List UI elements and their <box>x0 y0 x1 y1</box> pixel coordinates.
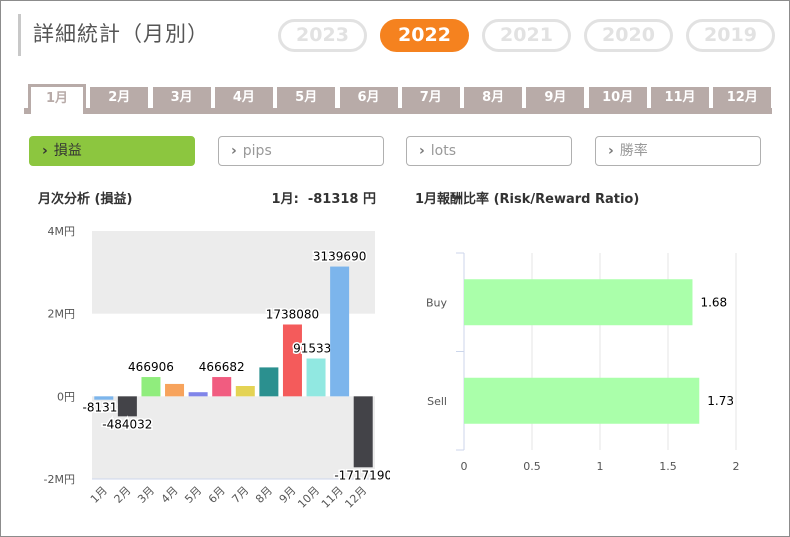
y-tick-label: Buy <box>426 296 448 309</box>
x-tick-label: 8月 <box>253 484 275 506</box>
y-tick-label: 4M円 <box>48 225 76 238</box>
tabs-baseline <box>24 108 772 114</box>
year-button-2023[interactable]: 2023 <box>278 19 367 52</box>
chevron-right-icon: › <box>419 143 425 159</box>
y-tick-label: Sell <box>427 395 447 408</box>
bar-data-label: 466682 <box>199 360 245 374</box>
tab-month-12[interactable]: 12月 <box>713 87 772 109</box>
metric-button-2[interactable]: › pips <box>218 136 384 166</box>
x-tick-label: 1 <box>597 460 604 473</box>
bar-3 <box>141 377 161 397</box>
tab-month-7[interactable]: 7月 <box>401 87 460 109</box>
x-tick-label: 1.5 <box>659 460 677 473</box>
y-tick-label: 2M円 <box>48 308 76 321</box>
bar-6 <box>212 377 232 397</box>
y-tick-label: -2M円 <box>44 473 75 486</box>
tab-month-10[interactable]: 10月 <box>588 87 647 109</box>
bar-8 <box>259 367 279 397</box>
bar-data-label: 915334 <box>293 341 339 355</box>
bar-1 <box>94 396 114 400</box>
tab-month-3[interactable]: 3月 <box>152 87 211 109</box>
x-tick-label: 2 <box>733 460 740 473</box>
rr-chart-title: 1月報酬比率 (Risk/Reward Ratio) <box>415 192 640 207</box>
metric-button-label: 損益 <box>53 143 82 159</box>
title-accent-bar <box>18 14 21 56</box>
monthly-pl-chart: 4M円 2M円 0円 -2M円 -81318 1月 -484032 2月 466906 3月 4月 5… <box>44 225 390 511</box>
tab-month-1[interactable]: 1月 <box>28 84 86 114</box>
x-tick-label: 12月 <box>342 484 369 511</box>
bar-12 <box>353 396 373 468</box>
year-button-2021[interactable]: 2021 <box>482 19 571 52</box>
y-tick-label: 0円 <box>57 390 75 403</box>
year-button-2019[interactable]: 2019 <box>686 19 775 52</box>
bar-10 <box>306 358 326 397</box>
metric-button-label: 勝率 <box>619 143 648 159</box>
x-tick-label: 11月 <box>319 484 346 511</box>
rr-bar-sell <box>464 377 700 424</box>
rr-data-label: 1.68 <box>700 295 727 309</box>
chevron-right-icon: › <box>231 143 237 159</box>
x-tick-label: 7月 <box>229 484 251 506</box>
metric-button-label: lots <box>430 143 457 159</box>
x-tick-label: 4月 <box>159 484 181 506</box>
monthly-chart-title: 月次分析 (損益) <box>38 192 133 207</box>
metric-button-1[interactable]: › 損益 <box>29 136 195 166</box>
x-tick-label: 0 <box>461 460 468 473</box>
bar-9 <box>282 324 302 397</box>
metric-button-label: pips <box>242 143 272 159</box>
tab-month-5[interactable]: 5月 <box>277 87 336 109</box>
page-title: 詳細統計（月別） <box>33 22 209 46</box>
monthly-summary: 1月: -81318 円 <box>271 192 376 207</box>
x-tick-label: 6月 <box>206 484 228 506</box>
month-tabs: 1月 2月 3月 4月 5月 6月 7月 8月 9月 10月 11月 12月 <box>24 84 772 114</box>
year-selector: 2023 2022 2021 2020 2019 <box>278 19 775 52</box>
plot-band-upper <box>92 231 375 314</box>
bar-2 <box>117 396 137 417</box>
risk-reward-chart: 0 0.5 1 1.5 2 1.68 Buy 1.73 Sell <box>426 252 740 473</box>
chevron-right-icon: › <box>608 143 614 159</box>
tab-month-9[interactable]: 9月 <box>526 87 585 109</box>
x-tick-label: 10月 <box>295 484 322 511</box>
x-tick-label: 3月 <box>135 484 157 506</box>
tab-month-11[interactable]: 11月 <box>651 87 709 109</box>
x-tick-label: 1月 <box>88 484 110 506</box>
bar-11 <box>330 266 350 397</box>
chevron-right-icon: › <box>42 143 48 159</box>
plot-band-lower <box>92 396 375 479</box>
x-tick-label: 0.5 <box>523 460 541 473</box>
x-tick-label: 5月 <box>182 484 204 506</box>
bar-data-label: -1717190 <box>334 468 390 482</box>
tab-month-2[interactable]: 2月 <box>90 87 149 109</box>
year-button-2022[interactable]: 2022 <box>380 19 469 52</box>
bar-data-label: 466906 <box>128 360 174 374</box>
bar-data-label: 1738080 <box>266 307 319 321</box>
rr-bar-buy <box>464 279 693 326</box>
bar-4 <box>165 383 185 397</box>
rr-data-label: 1.73 <box>707 394 734 408</box>
metric-button-4[interactable]: › 勝率 <box>595 136 761 166</box>
tab-month-8[interactable]: 8月 <box>464 87 523 109</box>
year-button-2020[interactable]: 2020 <box>584 19 673 52</box>
bar-data-label: -484032 <box>102 417 152 431</box>
tab-month-6[interactable]: 6月 <box>339 87 398 109</box>
x-tick-label: 2月 <box>112 484 134 506</box>
bar-data-label: -81318 <box>83 401 126 415</box>
bar-data-label: 3139690 <box>313 250 366 264</box>
bar-7 <box>235 386 255 397</box>
metric-button-3[interactable]: › lots <box>406 136 572 166</box>
tab-month-4[interactable]: 4月 <box>214 87 273 109</box>
bar-5 <box>188 392 208 397</box>
